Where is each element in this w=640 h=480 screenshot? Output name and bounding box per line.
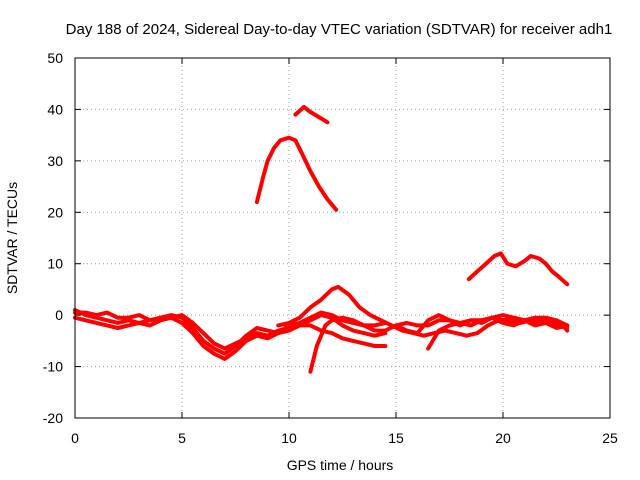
plot-frame: [74, 57, 611, 419]
y-tick-label: 10: [47, 256, 63, 272]
series-trace-1: [73, 308, 388, 351]
grid: [75, 58, 610, 418]
series-group: [73, 104, 570, 374]
series-trace-5: [308, 315, 570, 374]
y-tick-label: -10: [43, 359, 63, 375]
chart-title: Day 188 of 2024, Sidereal Day-to-day VTE…: [66, 21, 613, 38]
x-tick-label: 25: [602, 430, 618, 446]
y-tick-label: 30: [47, 153, 63, 169]
x-tick-label: 10: [281, 430, 297, 446]
y-tick-label: -20: [43, 410, 63, 426]
x-axis-label: GPS time / hours: [287, 457, 394, 473]
tick-group: 0 5 10 15 20 25 -20 -10 0 10 20 30 40 50: [43, 50, 618, 446]
y-axis-label: SDTVAR / TECUs: [4, 182, 20, 294]
x-tick-label: 15: [388, 430, 404, 446]
y-tick-label: 0: [55, 307, 63, 323]
y-tick-label: 40: [47, 101, 63, 117]
x-tick-label: 5: [178, 430, 186, 446]
series-trace-6: [426, 315, 570, 351]
series-trace-9: [293, 104, 330, 125]
x-tick-label: 20: [495, 430, 511, 446]
y-tick-label: 20: [47, 204, 63, 220]
y-tick-label: 50: [47, 50, 63, 66]
series-trace-2: [73, 310, 388, 356]
series-trace-7: [394, 313, 570, 336]
series-trace-8: [254, 135, 339, 212]
x-tick-label: 0: [71, 430, 79, 446]
series-trace-10: [466, 251, 570, 287]
